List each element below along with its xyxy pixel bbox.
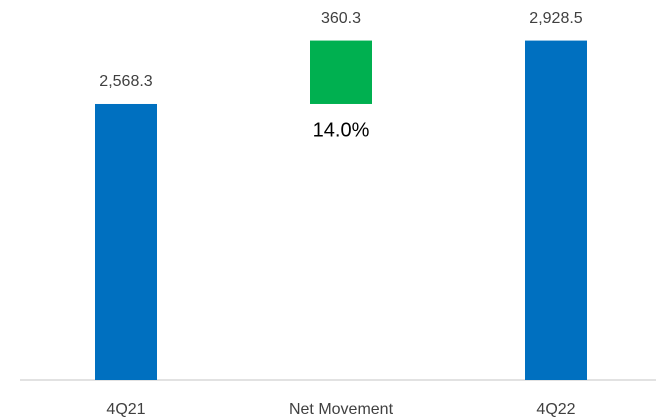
value-label: 360.3 [321,10,361,27]
annotation: 14.0% [313,119,370,141]
value-label: 2,568.3 [99,73,152,90]
x-tick-label: Net Movement [289,401,394,418]
bar [525,40,587,381]
value-label: 2,928.5 [529,10,582,27]
x-tick-label: 4Q21 [106,401,145,418]
bar [95,103,157,381]
bar [310,40,372,104]
x-tick-label: 4Q22 [536,401,575,418]
